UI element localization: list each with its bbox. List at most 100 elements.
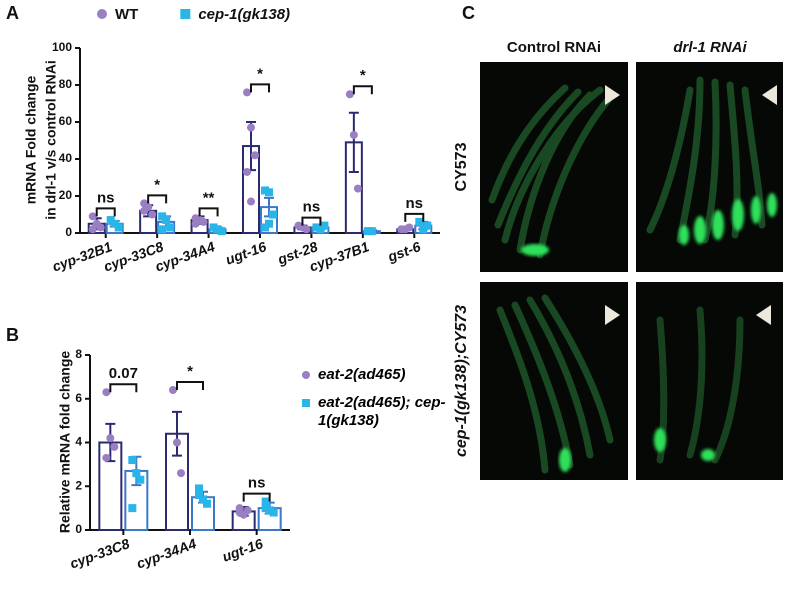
data-point [114, 223, 123, 232]
legend-marker [302, 371, 310, 379]
y-axis-label: Relative mRNA fold change [57, 351, 73, 534]
x-tick-label: cyp-34A4 [153, 238, 217, 274]
y-axis-label: in drl-1 v/s control RNAi [43, 60, 59, 219]
row-header: cep-1(gk138);CY573 [453, 305, 470, 457]
data-point [243, 88, 251, 97]
significance-label: 0.07 [109, 365, 138, 382]
error-bar [172, 410, 182, 457]
legend-marker [97, 9, 107, 19]
significance-bracket [176, 381, 204, 390]
y-tick-label: 4 [75, 435, 82, 449]
data-point [203, 499, 211, 508]
data-point [320, 221, 329, 230]
column-header: Control RNAi [507, 39, 601, 56]
data-point [199, 495, 207, 504]
significance-label: * [154, 176, 160, 193]
row-header: CY573 [453, 142, 470, 191]
data-point [148, 210, 157, 219]
x-tick-label: ugt-16 [223, 238, 268, 267]
data-point [423, 221, 432, 230]
significance-label: * [257, 65, 263, 82]
data-point [177, 469, 185, 478]
data-point [405, 223, 414, 232]
legend-label: cep-1(gk138) [198, 6, 290, 23]
data-point [140, 206, 149, 215]
data-point [136, 475, 145, 484]
legend: eat-2(ad465) eat-2(ad465); cep-1(gk138) [302, 366, 452, 440]
data-point [217, 227, 226, 236]
y-tick-label: 20 [59, 188, 73, 202]
significance-label: ns [248, 475, 266, 492]
data-point [302, 225, 311, 234]
data-point [251, 151, 259, 160]
panel-label: C [462, 3, 475, 23]
data-point [88, 212, 97, 221]
y-tick-label: 60 [59, 114, 73, 128]
y-tick-label: 40 [59, 151, 73, 165]
data-point [269, 508, 278, 517]
significance-bracket [352, 85, 373, 95]
data-point [261, 497, 270, 506]
y-tick-label: 6 [75, 391, 82, 405]
data-point [265, 219, 273, 228]
data-point [265, 188, 273, 197]
y-tick-label: 0 [65, 225, 72, 239]
x-tick-label: cyp-34A4 [134, 535, 198, 571]
significance-bracket [147, 194, 168, 204]
significance-bracket [301, 216, 322, 226]
data-point [106, 434, 115, 443]
data-point [102, 453, 111, 462]
data-point [102, 388, 111, 397]
data-point [195, 491, 203, 499]
data-point [243, 506, 252, 515]
significance-bracket [95, 207, 116, 217]
data-point [132, 469, 141, 478]
legend-label: eat-2(ad465); cep-1(gk138) [318, 394, 446, 429]
x-tick-label: ugt-16 [220, 535, 265, 564]
significance-bracket [250, 83, 270, 93]
data-point [128, 456, 137, 464]
y-tick-label: 8 [75, 347, 82, 361]
data-point [235, 508, 244, 517]
panel-label: A [6, 3, 19, 23]
data-point [367, 227, 376, 236]
column-header: drl-1 RNAi [673, 39, 747, 56]
data-point [243, 167, 251, 176]
data-point [166, 223, 175, 232]
data-point [415, 217, 424, 226]
data-point [195, 484, 203, 493]
data-point [128, 504, 137, 513]
significance-label: ** [203, 189, 215, 206]
y-axis-label: mRNA Fold change [23, 75, 39, 204]
panel-label: B [6, 325, 19, 345]
legend-item: eat-2(ad465); cep-1(gk138) [302, 394, 452, 430]
x-tick-label: cyp-33C8 [68, 535, 132, 571]
significance-bracket [198, 207, 219, 217]
data-point [110, 442, 119, 451]
error-bar [348, 111, 359, 173]
significance-label: * [187, 363, 193, 380]
data-point [261, 504, 270, 513]
data-point [345, 90, 354, 99]
data-point [353, 184, 362, 193]
y-tick-label: 0 [75, 522, 82, 536]
data-point [247, 197, 255, 206]
data-point [191, 219, 200, 228]
data-point [269, 210, 277, 219]
data-point [199, 217, 208, 226]
y-tick-label: 2 [75, 478, 82, 492]
legend-marker [180, 9, 191, 19]
significance-label: ns [406, 195, 424, 212]
data-point [349, 130, 358, 139]
y-tick-label: 100 [52, 40, 72, 54]
data-point [96, 223, 105, 232]
significance-bracket [404, 212, 425, 222]
legend-label: eat-2(ad465) [318, 366, 406, 383]
data-point [247, 123, 255, 132]
data-point [173, 438, 181, 447]
data-point [158, 225, 167, 234]
significance-bracket [109, 383, 138, 393]
data-point [169, 386, 177, 394]
x-tick-label: gst-6 [385, 238, 423, 265]
